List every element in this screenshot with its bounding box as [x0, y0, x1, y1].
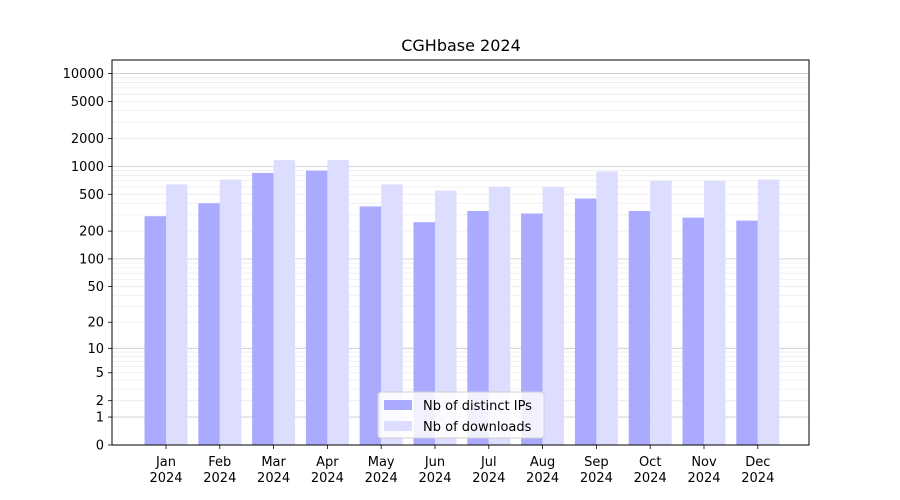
y-tick-label: 50	[87, 280, 104, 295]
bar-downloads	[757, 179, 780, 445]
bar-distinct-ips	[252, 172, 274, 445]
bar-downloads	[435, 190, 457, 445]
x-tick-label: Jan 2024	[149, 455, 182, 486]
chart-title: CGHbase 2024	[401, 36, 521, 55]
bar-downloads	[273, 160, 296, 445]
legend-swatch	[384, 421, 412, 431]
bar-downloads	[542, 186, 565, 445]
x-tick-label: Aug 2024	[526, 455, 559, 486]
bar-distinct-ips	[467, 211, 489, 445]
bar-downloads	[166, 184, 188, 445]
bar-distinct-ips	[305, 170, 328, 445]
x-tick-label: Dec 2024	[741, 455, 774, 486]
legend-box	[377, 391, 545, 439]
bar-downloads	[596, 171, 618, 445]
bar-distinct-ips	[736, 220, 758, 445]
x-tick-label: Mar 2024	[257, 455, 290, 486]
bar-downloads	[488, 186, 511, 445]
y-tick-label: 1	[96, 411, 104, 426]
x-tick-label: Oct 2024	[634, 455, 667, 486]
y-tick-label: 5000	[71, 95, 104, 110]
legend-label: Nb of distinct IPs	[423, 399, 532, 414]
x-tick-label: Jun 2024	[418, 455, 451, 486]
x-tick-label: Sep 2024	[580, 455, 613, 486]
y-axis: 0 1 2 5 10 20 50 100 200 500 1000 2000 5000 10000	[63, 67, 112, 454]
x-tick-label: Feb 2024	[203, 455, 236, 486]
legend: Nb of distinct IPs Nb of downloads	[377, 391, 545, 439]
y-tick-label: 500	[79, 188, 104, 203]
bar-downloads	[650, 180, 672, 446]
bar-downloads	[704, 180, 726, 446]
bar-distinct-ips	[144, 216, 166, 445]
legend-swatch	[384, 400, 412, 410]
bar-distinct-ips	[359, 206, 382, 445]
x-axis: Jan 2024 Feb 2024 Mar 2024 Apr 2024 May 2024 Jun 20…	[149, 445, 774, 486]
bar-distinct-ips	[574, 198, 597, 445]
x-tick-label: Nov 2024	[687, 455, 720, 486]
bar-downloads	[327, 160, 349, 445]
bar-downloads	[381, 184, 403, 445]
y-tick-label: 5	[96, 366, 104, 381]
y-tick-label: 200	[79, 225, 104, 240]
y-tick-label: 10	[87, 342, 104, 357]
bar-distinct-ips	[521, 213, 543, 445]
x-tick-label: Apr 2024	[311, 455, 344, 486]
plot-frame	[111, 59, 810, 446]
y-tick-label: 1000	[71, 160, 104, 175]
y-tick-label: 0	[96, 439, 104, 454]
x-tick-label: May 2024	[365, 455, 398, 486]
y-tick-label: 100	[79, 252, 104, 267]
x-tick-label: Jul 2024	[472, 455, 505, 486]
bar-distinct-ips	[682, 217, 704, 445]
y-tick-label: 2000	[71, 132, 104, 147]
y-tick-label: 10000	[63, 67, 104, 82]
bar-distinct-ips	[628, 211, 651, 445]
y-tick-label: 2	[96, 394, 104, 409]
bar-distinct-ips	[413, 222, 435, 445]
bar-downloads	[219, 179, 242, 445]
y-tick-label: 20	[87, 316, 104, 331]
bar-distinct-ips	[198, 203, 220, 445]
legend-label: Nb of downloads	[423, 420, 532, 435]
bars	[144, 160, 780, 446]
